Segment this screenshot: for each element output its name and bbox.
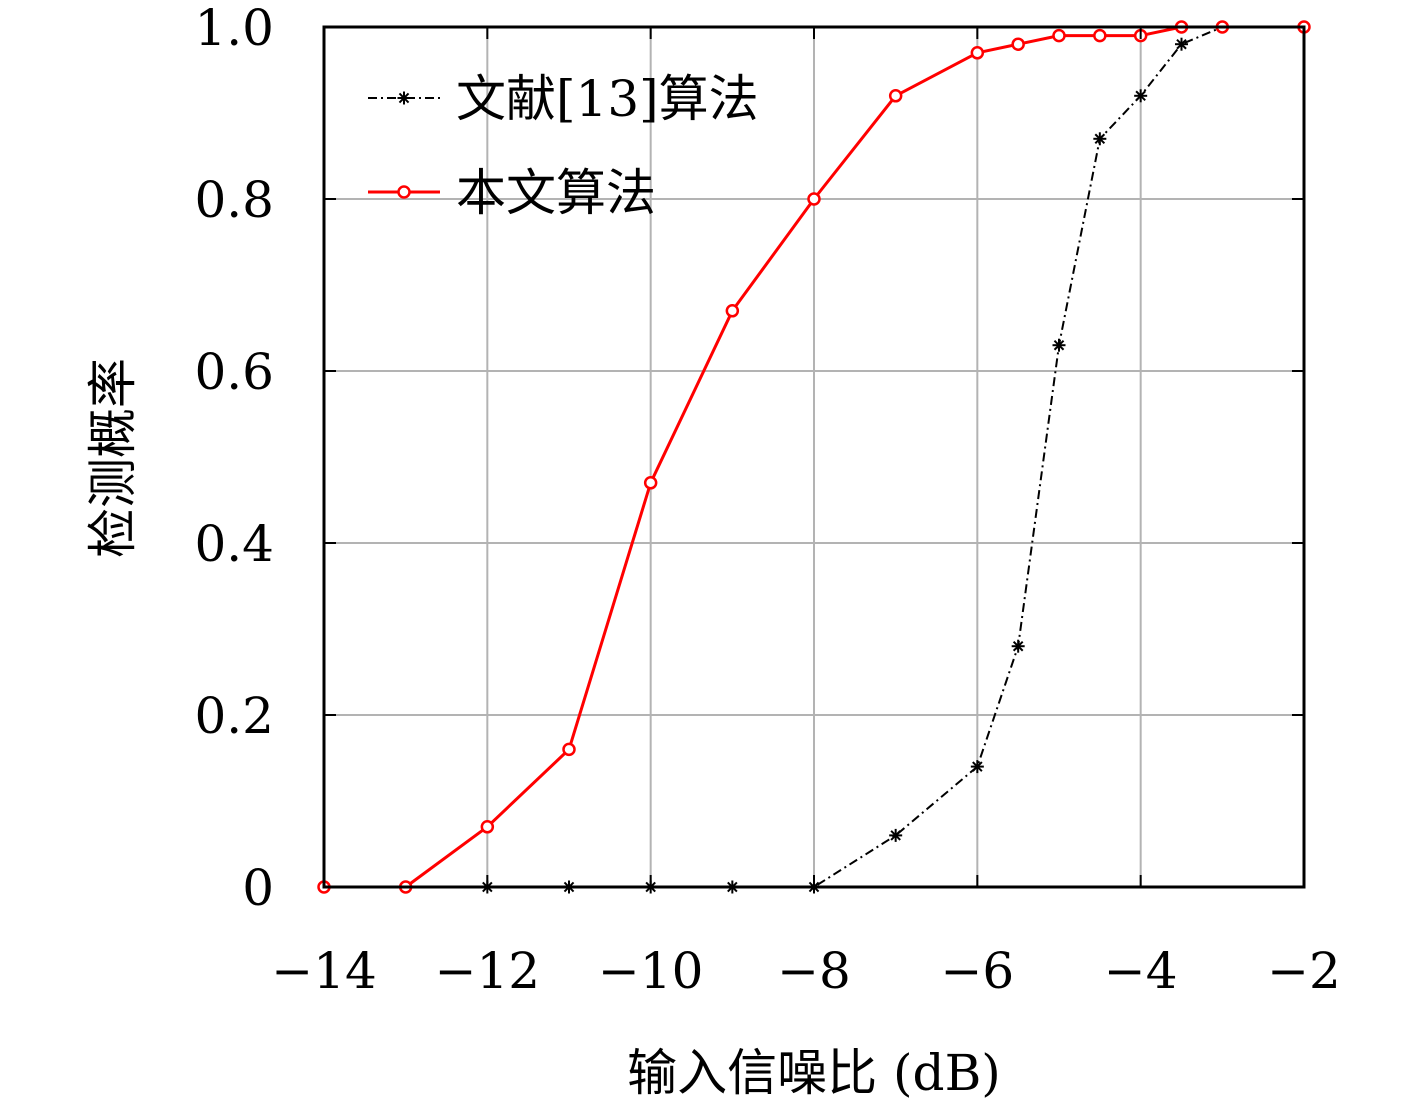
marker-stroke <box>1053 339 1065 351</box>
data-point-0 <box>889 828 903 842</box>
legend-marker-proposed <box>397 185 411 199</box>
y-tick-label: 0 <box>242 859 274 917</box>
marker-stroke <box>398 92 410 104</box>
y-axis-title: 检测概率 <box>84 358 142 558</box>
x-tick-label: −2 <box>1267 942 1341 1000</box>
legend-marker-shape <box>397 185 411 199</box>
legend-item-proposed: 本文算法 <box>368 164 656 222</box>
data-point-0 <box>1011 639 1025 653</box>
x-tick-label: −4 <box>1104 942 1178 1000</box>
series-1 <box>317 20 1311 894</box>
marker-stroke <box>1012 640 1024 652</box>
legend-item-ref13: 文献[13]算法 <box>368 70 759 128</box>
legend-marker-ref13 <box>397 91 411 105</box>
series-line-1 <box>324 25 1304 889</box>
grid <box>324 27 1304 887</box>
data-point-0 <box>1093 132 1107 146</box>
data-point-1 <box>1052 28 1066 43</box>
x-tick-label: −14 <box>271 942 377 1000</box>
marker-stroke <box>1135 90 1146 102</box>
y-tick-label: 0.4 <box>194 515 274 573</box>
y-tick-label: 0.6 <box>194 343 274 401</box>
data-point-1 <box>1011 37 1025 51</box>
x-tick-label: −8 <box>777 942 851 1000</box>
tick-labels: −14 −12 −10 −8 −6 −4 −2 0 0.2 0.4 0.6 0.8 1.0 <box>194 0 1340 1000</box>
data-point-0 <box>1134 89 1148 103</box>
data-point-1 <box>643 476 658 490</box>
legend: 文献[13]算法 本文算法 <box>368 70 759 222</box>
marker-stroke <box>1176 38 1187 50</box>
data-point-1 <box>480 820 495 834</box>
legend-label-proposed: 本文算法 <box>456 164 656 222</box>
data-point-1 <box>1093 28 1107 43</box>
legend-marker-shape <box>397 91 411 105</box>
data-point-0 <box>1175 37 1188 51</box>
data-point-0 <box>1052 338 1066 352</box>
marker-stroke <box>890 830 901 841</box>
y-tick-label: 0.2 <box>194 687 274 745</box>
y-tick-label: 0.8 <box>194 171 274 229</box>
data-point-1 <box>562 742 576 757</box>
data-point-1 <box>970 46 985 60</box>
x-axis-title: 输入信噪比 (dB) <box>627 1044 1001 1102</box>
legend-label-ref13: 文献[13]算法 <box>456 70 759 128</box>
x-tick-label: −10 <box>598 942 704 1000</box>
marker-stroke <box>1094 133 1106 145</box>
y-tick-label: 1.0 <box>194 0 274 57</box>
marker-stroke <box>972 761 983 772</box>
x-tick-label: −6 <box>940 942 1014 1000</box>
data-point-1 <box>807 192 821 206</box>
data-point-1 <box>725 304 740 318</box>
ticks <box>323 26 1305 888</box>
data-point-1 <box>888 89 903 103</box>
x-tick-label: −12 <box>435 942 541 1000</box>
data-point-0 <box>970 760 984 774</box>
